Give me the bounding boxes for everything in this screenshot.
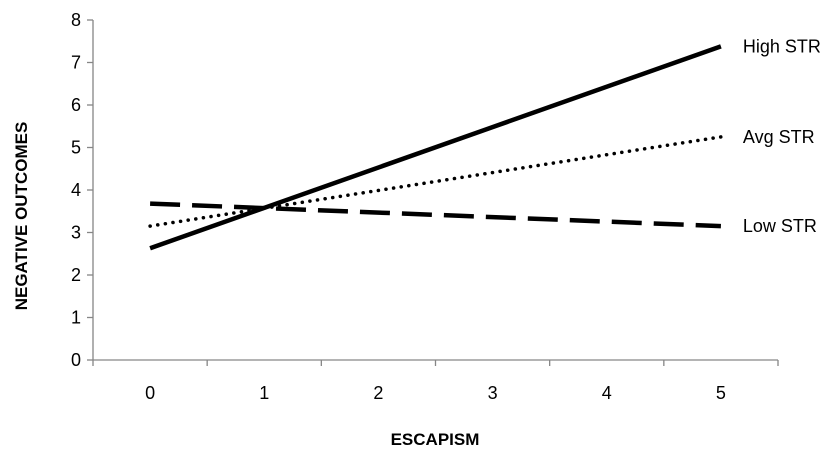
series-label-avg-str: Avg STR	[743, 127, 815, 147]
x-axis-ticks: 0 1 2 3 4 5	[92, 360, 779, 403]
x-tick-label: 2	[373, 383, 383, 403]
y-tick-label: 5	[71, 138, 81, 158]
x-tick-label: 5	[716, 383, 726, 403]
x-tick-label: 0	[145, 383, 155, 403]
x-tick-label: 3	[488, 383, 498, 403]
axes	[92, 20, 778, 361]
y-axis-ticks: 0 1 2 3 4 5 6 7 8	[71, 10, 93, 370]
series-line-low-str	[150, 201, 721, 229]
y-tick-label: 1	[71, 308, 81, 328]
y-tick-label: 0	[71, 350, 81, 370]
x-axis-title: ESCAPISM	[391, 430, 480, 449]
y-tick-label: 3	[71, 223, 81, 243]
y-tick-label: 7	[71, 53, 81, 73]
y-tick-label: 4	[71, 180, 81, 200]
series-line-high-str	[149, 44, 722, 251]
series-label-low-str: Low STR	[743, 216, 817, 236]
series-line-avg-str	[148, 135, 723, 228]
series-lines	[148, 44, 723, 251]
y-tick-label: 2	[71, 265, 81, 285]
y-tick-label: 6	[71, 95, 81, 115]
x-tick-label: 4	[602, 383, 612, 403]
series-labels: High STR Avg STR Low STR	[743, 36, 821, 236]
x-tick-label: 1	[259, 383, 269, 403]
y-tick-label: 8	[71, 10, 81, 30]
y-axis-title: NEGATIVE OUTCOMES	[12, 122, 31, 311]
series-label-high-str: High STR	[743, 36, 821, 56]
